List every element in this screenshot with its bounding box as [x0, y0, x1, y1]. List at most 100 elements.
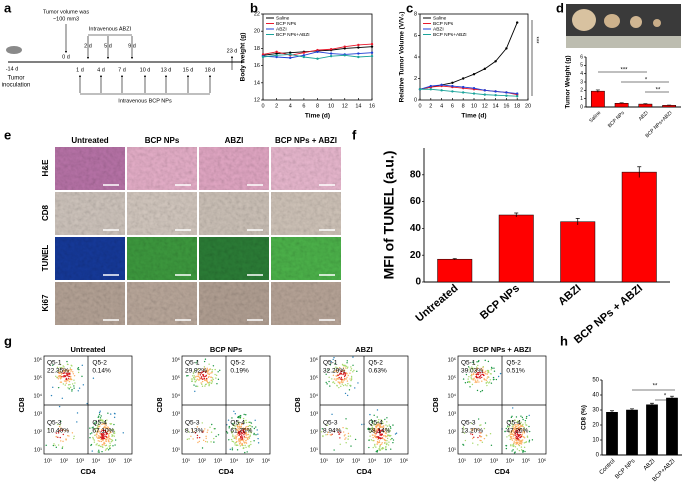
event-dot — [109, 413, 112, 415]
event-dot — [235, 444, 238, 447]
event-dot — [322, 435, 324, 437]
quadrant-name: Q5-2 — [506, 360, 521, 367]
event-dot — [344, 373, 347, 375]
event-dot — [346, 360, 348, 362]
event-dot — [217, 378, 220, 381]
event-dot — [96, 424, 99, 426]
event-dot — [370, 439, 373, 441]
event-dot — [237, 428, 240, 430]
event-dot — [68, 378, 70, 381]
event-dot — [60, 372, 62, 374]
event-dot — [342, 369, 344, 372]
x-tick-label: 20 — [525, 103, 531, 109]
event-dot — [122, 432, 124, 434]
event-dot — [113, 430, 116, 433]
event-dot — [238, 438, 241, 440]
y-tick-label: 10⁶ — [448, 356, 456, 363]
event-dot — [208, 375, 210, 378]
event-dot — [248, 421, 250, 424]
event-dot — [107, 430, 109, 432]
event-dot — [484, 359, 486, 362]
event-dot — [480, 424, 482, 426]
quadrant-value: 47.26% — [506, 427, 528, 434]
event-dot — [232, 435, 234, 438]
event-dot — [384, 442, 386, 445]
event-dot — [105, 433, 108, 435]
event-dot — [471, 433, 474, 436]
row-label: H&E — [41, 159, 50, 177]
point — [357, 43, 360, 47]
y-tick-label: 10² — [172, 429, 180, 435]
event-dot — [67, 429, 69, 431]
event-dot — [100, 428, 103, 431]
event-dot — [96, 443, 98, 445]
event-dot — [104, 427, 106, 429]
event-dot — [485, 373, 487, 375]
event-dot — [342, 367, 345, 369]
event-dot — [65, 380, 68, 382]
event-dot — [65, 439, 67, 441]
event-dot — [518, 429, 521, 432]
event-dot — [486, 384, 488, 387]
y-tick-label: 20 — [592, 423, 599, 429]
event-dot — [205, 371, 207, 374]
event-dot — [234, 444, 236, 446]
event-dot — [193, 377, 196, 379]
event-dot — [52, 444, 55, 447]
y-axis-label: Body weight (g) — [240, 33, 247, 82]
point — [261, 55, 265, 59]
x-tick-label: 0 — [261, 103, 264, 109]
event-dot — [76, 412, 79, 414]
point — [483, 89, 486, 92]
event-dot — [489, 373, 492, 375]
micrograph-texture — [199, 282, 269, 325]
y-tick-label: 22 — [254, 11, 260, 17]
event-dot — [242, 417, 245, 420]
event-dot — [196, 434, 199, 437]
event-dot — [525, 415, 528, 418]
quadrant-value: 0.19% — [230, 368, 249, 375]
event-dot — [378, 419, 380, 421]
event-dot — [109, 442, 111, 444]
event-dot — [368, 439, 370, 442]
point — [275, 52, 278, 55]
event-dot — [479, 376, 481, 378]
event-dot — [255, 434, 257, 436]
event-dot — [204, 440, 207, 443]
event-dot — [100, 436, 102, 438]
event-dot — [480, 432, 482, 434]
event-dot — [342, 431, 345, 433]
day-label: 13 d — [161, 67, 172, 73]
event-dot — [195, 362, 197, 364]
event-dot — [336, 384, 338, 387]
bcp-label: Intravenous BCP NPs — [118, 98, 172, 104]
quadrant-name: Q5-4 — [92, 419, 107, 426]
event-dot — [339, 381, 341, 384]
event-dot — [511, 415, 513, 418]
event-dot — [349, 378, 351, 380]
event-dot — [55, 436, 57, 438]
event-dot — [102, 439, 104, 441]
event-dot — [104, 449, 107, 451]
annotation: * — [645, 78, 648, 84]
event-dot — [97, 428, 99, 431]
event-dot — [239, 433, 241, 435]
event-dot — [73, 385, 75, 387]
event-dot — [196, 426, 199, 428]
event-dot — [337, 428, 339, 431]
bar — [666, 397, 678, 456]
event-dot — [104, 421, 106, 423]
event-dot — [245, 446, 247, 449]
event-dot — [50, 394, 53, 397]
event-dot — [240, 427, 242, 429]
event-dot — [331, 378, 333, 380]
event-dot — [231, 427, 234, 429]
point — [289, 51, 292, 54]
event-dot — [248, 437, 251, 439]
x-tick-label: 10⁴ — [506, 457, 515, 464]
point — [275, 55, 278, 59]
y-tick-label: 4 — [580, 71, 583, 77]
event-dot — [241, 423, 243, 425]
event-dot — [233, 437, 236, 440]
event-dot — [386, 435, 388, 437]
